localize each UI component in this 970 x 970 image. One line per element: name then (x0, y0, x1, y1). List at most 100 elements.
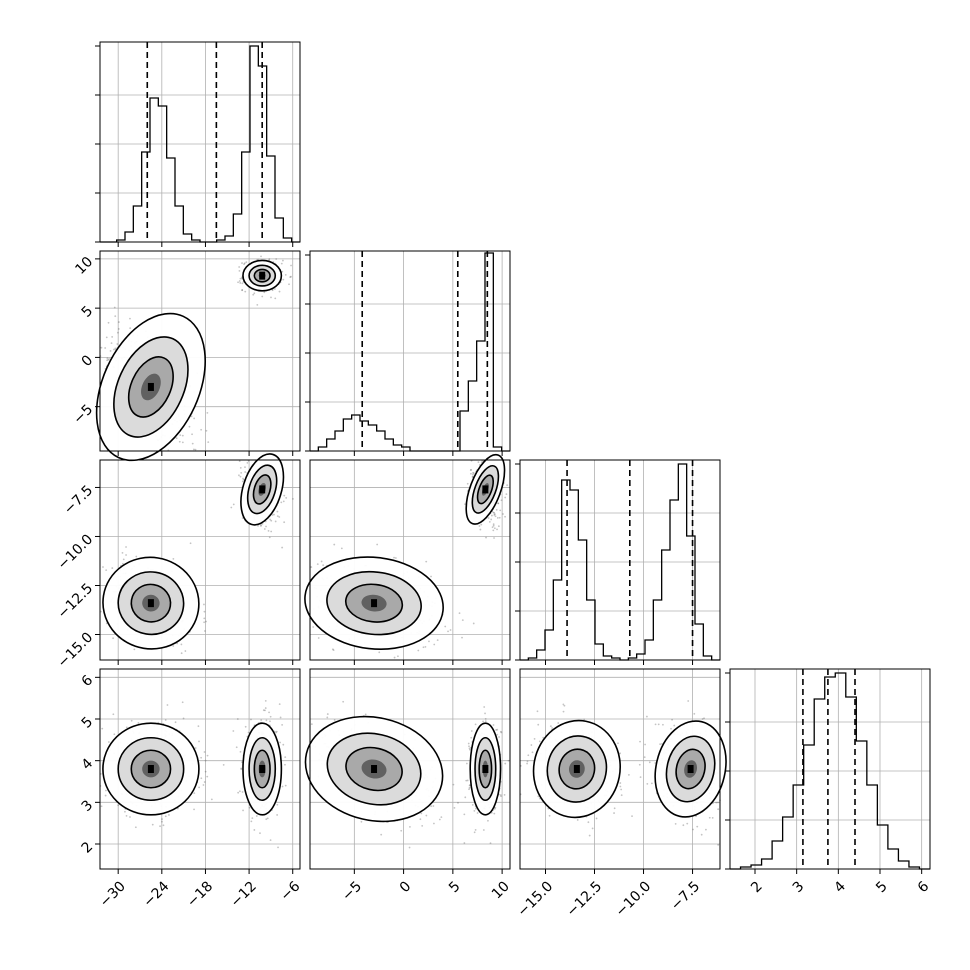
panel-frame (309, 459, 511, 661)
sample-point (238, 280, 241, 282)
histogram-2 (520, 463, 720, 661)
sample-point (110, 342, 113, 345)
sample-point (180, 643, 183, 646)
sample-point (122, 562, 124, 565)
sample-point (537, 723, 540, 726)
sample-point (202, 784, 205, 786)
sample-point (563, 704, 566, 707)
sample-point (117, 804, 120, 807)
sample-point (671, 718, 673, 721)
sample-point (432, 805, 435, 807)
sample-point (101, 727, 104, 730)
sample-point (490, 518, 493, 521)
panel-frame (99, 459, 301, 661)
sample-point (467, 742, 470, 745)
sample-point (504, 762, 507, 765)
sample-point (268, 258, 271, 260)
sample-point (164, 719, 167, 721)
sample-point (269, 715, 272, 718)
density-peak (482, 765, 489, 773)
density-peak (259, 485, 266, 494)
sample-point (422, 646, 425, 649)
sample-point (489, 842, 492, 845)
sample-point (190, 415, 193, 418)
sample-point (184, 650, 187, 652)
sample-point (200, 428, 203, 431)
sample-point (206, 754, 209, 757)
sample-point (466, 482, 469, 485)
sample-point (320, 560, 323, 563)
sample-point (253, 292, 256, 295)
sample-point (107, 321, 110, 324)
sample-point (409, 825, 411, 828)
sample-point (468, 745, 470, 748)
sample-point (203, 617, 206, 620)
sample-point (206, 412, 209, 414)
sample-point (265, 525, 267, 528)
sample-point (492, 523, 495, 526)
sample-point (503, 793, 506, 796)
sample-point (478, 525, 481, 527)
sample-point (129, 317, 131, 320)
sample-point (283, 521, 286, 524)
sample-point (447, 630, 449, 633)
sample-point (244, 290, 247, 293)
x-tick-label: 4 (831, 878, 849, 896)
sample-point (505, 493, 508, 496)
sample-point (112, 713, 115, 716)
sample-point (134, 826, 137, 829)
sample-point (493, 527, 496, 530)
sample-point (650, 782, 653, 785)
sample-point (232, 503, 235, 506)
sample-point (591, 827, 594, 830)
sample-point (326, 716, 329, 719)
sample-point (284, 784, 287, 787)
sample-point (129, 327, 132, 329)
sample-point (473, 831, 476, 834)
sample-point (394, 557, 397, 559)
sample-point (281, 546, 284, 549)
sample-point (243, 263, 245, 266)
sample-point (469, 748, 471, 751)
sample-point (474, 723, 477, 726)
density-peak (482, 485, 489, 494)
density-peak (147, 382, 154, 391)
sample-point (239, 750, 242, 753)
sample-point (588, 834, 591, 837)
sample-point (430, 575, 432, 578)
sample-point (241, 262, 243, 264)
sample-point (188, 425, 191, 428)
sample-point (260, 255, 262, 258)
sample-point (504, 515, 506, 518)
sample-point (125, 726, 128, 729)
sample-point (112, 637, 115, 640)
sample-point (113, 733, 116, 736)
sample-point (648, 761, 651, 764)
x-tick-label: 3 (790, 878, 808, 896)
sample-point (236, 718, 239, 720)
sample-point (268, 536, 271, 539)
histogram-1 (310, 252, 510, 452)
sample-point (657, 723, 660, 726)
sample-point (278, 516, 281, 518)
sample-point (277, 846, 279, 849)
sample-point (457, 801, 459, 804)
sample-point (210, 798, 213, 801)
sample-point (493, 514, 496, 516)
sample-point (240, 767, 243, 770)
density-peak (259, 765, 266, 773)
sample-point (114, 315, 117, 318)
sample-point (113, 306, 116, 309)
sample-point (282, 500, 285, 503)
x-tick-label: −6 (278, 878, 304, 904)
sample-point (538, 740, 541, 743)
sample-point (269, 839, 272, 842)
sample-point (493, 537, 495, 539)
sample-point (241, 517, 244, 519)
sample-point (673, 724, 676, 727)
sample-point (248, 806, 251, 809)
sample-point (496, 517, 499, 519)
sample-point (461, 636, 463, 639)
sample-point (464, 796, 467, 799)
sample-point (200, 756, 203, 759)
